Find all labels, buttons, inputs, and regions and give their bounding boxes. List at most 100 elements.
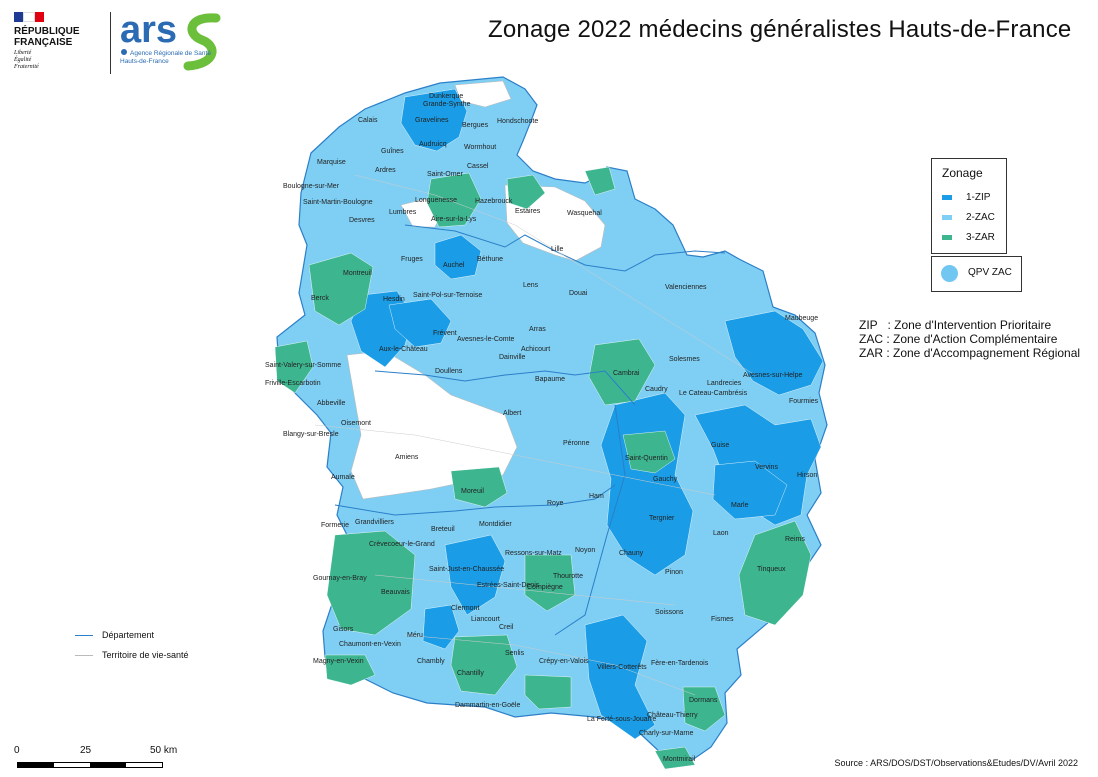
town-label: Villers-Cotterêts [597, 664, 647, 671]
motto-egalite: Égalité [14, 57, 32, 63]
town-label: Audruicq [419, 141, 447, 148]
town-label: Moreuil [461, 488, 484, 495]
town-label: Blangy-sur-Bresle [283, 431, 339, 438]
motto-liberte: Liberté [14, 50, 32, 56]
town-label: Achicourt [521, 346, 550, 353]
town-label: Senlis [505, 650, 525, 657]
town-label: Avesnes-sur-Helpe [743, 372, 803, 379]
definition-zip: ZIP : Zone d'Intervention Prioritaire [859, 318, 1052, 332]
town-label: Wormhout [464, 144, 496, 151]
town-label: Dunkerque [429, 93, 463, 100]
town-label: Estaires [515, 208, 541, 215]
town-label: Hazebrouck [475, 198, 513, 205]
town-label: Bapaume [535, 376, 565, 383]
town-label: Lille [551, 246, 564, 253]
town-label: Solesmes [669, 356, 700, 363]
town-label: Doullens [435, 368, 463, 375]
town-label: Arras [529, 326, 546, 333]
french-flag-icon [14, 12, 44, 22]
town-label: Gauchy [653, 476, 678, 483]
town-label: Crèvecoeur-le-Grand [369, 541, 435, 548]
zip-areas [350, 88, 824, 740]
zar-areas [274, 166, 812, 770]
ars-logo: ars Agence Régionale de Santé Hauts-de-F… [118, 8, 228, 74]
town-label: Pinon [665, 569, 683, 576]
town-label: Aumale [331, 474, 355, 481]
town-label: Méru [407, 632, 423, 639]
territory-boundaries [314, 174, 756, 696]
town-label: Fourmies [789, 398, 819, 405]
town-label: Chaumont-en-Vexin [339, 641, 401, 648]
town-label: Aux-le-Château [379, 346, 428, 353]
town-label: Gournay-en-Bray [313, 575, 367, 582]
town-label: Marquise [317, 159, 346, 166]
definition-zac: ZAC : Zone d'Action Complémentaire [859, 332, 1058, 346]
town-label: Grandvilliers [355, 519, 394, 526]
town-label: Landrecies [707, 380, 742, 387]
town-label: Charly-sur-Marne [639, 730, 694, 737]
town-label: Albert [503, 410, 521, 417]
boundary-legend: Département Territoire de vie-santé [75, 625, 189, 665]
town-label: Péronne [563, 440, 590, 447]
town-label: Château-Thierry [647, 712, 698, 719]
town-label: Liancourt [471, 616, 500, 623]
town-label: Compiègne [527, 584, 563, 591]
town-label: Ressons-sur-Matz [505, 550, 562, 557]
town-label: Abbeville [317, 400, 346, 407]
town-label: Dammartin-en-Goële [455, 702, 520, 709]
town-label: Saint-Valery-sur-Somme [265, 362, 341, 369]
zonage-legend: Zonage 1-ZIP 2-ZAC 3-ZAR [931, 158, 1007, 254]
town-label: Saint-Quentin [625, 455, 668, 462]
town-label: Saint-Pol-sur-Ternoise [413, 292, 482, 299]
logo-text-line-2: FRANÇAISE [14, 37, 73, 48]
legend-item-zip: 1-ZIP [942, 192, 990, 203]
legend-line-label: Territoire de vie-santé [102, 650, 189, 660]
legend-item-label: 2-ZAC [966, 212, 995, 223]
town-label: Hondschoote [497, 118, 538, 125]
ars-subtitle-2: Hauts-de-France [120, 58, 169, 65]
town-label: Hesdin [383, 296, 405, 303]
town-label: Montreuil [343, 270, 372, 277]
legend-item-zar: 3-ZAR [942, 232, 995, 243]
town-label: Ardres [375, 167, 396, 174]
town-label: Grande-Synthe [423, 101, 471, 108]
motto-fraternite: Fraternité [14, 64, 39, 70]
legend-territoire: Territoire de vie-santé [75, 645, 189, 665]
town-label: Friville-Escarbotin [265, 380, 321, 387]
ars-subtitle-1: Agence Régionale de Santé [130, 50, 211, 57]
qpv-circle-icon [941, 265, 958, 282]
town-label: Hirson [797, 472, 817, 479]
town-label: Fère-en-Tardenois [651, 660, 709, 667]
town-label: Guînes [381, 148, 404, 155]
town-label: Tinqueux [757, 566, 786, 573]
legend-line-label: Département [102, 630, 155, 640]
town-label: Avesnes-le-Comte [457, 336, 515, 343]
department-boundaries [334, 224, 726, 636]
qpv-label: QPV ZAC [968, 267, 1012, 278]
town-label: Cambrai [613, 370, 640, 377]
town-label: Caudry [645, 386, 668, 393]
legend-item-label: 3-ZAR [966, 232, 995, 243]
qpv-legend: QPV ZAC [931, 256, 1022, 292]
town-label: Montdidier [479, 521, 512, 528]
town-label: Calais [358, 117, 378, 124]
town-label: Estrées-Saint-Denis [477, 582, 540, 589]
scale-label-50: 50 km [150, 745, 178, 756]
town-label: Laon [713, 530, 729, 537]
page-title: Zonage 2022 médecins généralistes Hauts-… [488, 16, 1072, 43]
town-label: Thourotte [553, 573, 583, 580]
town-label: Clermont [451, 605, 479, 612]
town-label: Desvres [349, 217, 375, 224]
legend-title: Zonage [942, 166, 983, 180]
town-label: Formerie [321, 522, 349, 529]
town-label: Gravelines [415, 117, 449, 124]
town-label: Auchel [443, 262, 465, 269]
town-label: Vervins [755, 464, 778, 471]
source-note: Source : ARS/DOS/DST/Observations&Etudes… [834, 758, 1078, 768]
logo-divider [110, 12, 111, 74]
logo-text-line-1: RÉPUBLIQUE [14, 26, 80, 37]
town-label: Wasquehal [567, 210, 602, 217]
town-label: Bergues [462, 122, 489, 129]
zone-definitions: ZIP : Zone d'Intervention Prioritaire ZA… [859, 318, 1080, 360]
town-labels: Dunkerque Grande-Synthe Calais Graveline… [265, 93, 819, 763]
